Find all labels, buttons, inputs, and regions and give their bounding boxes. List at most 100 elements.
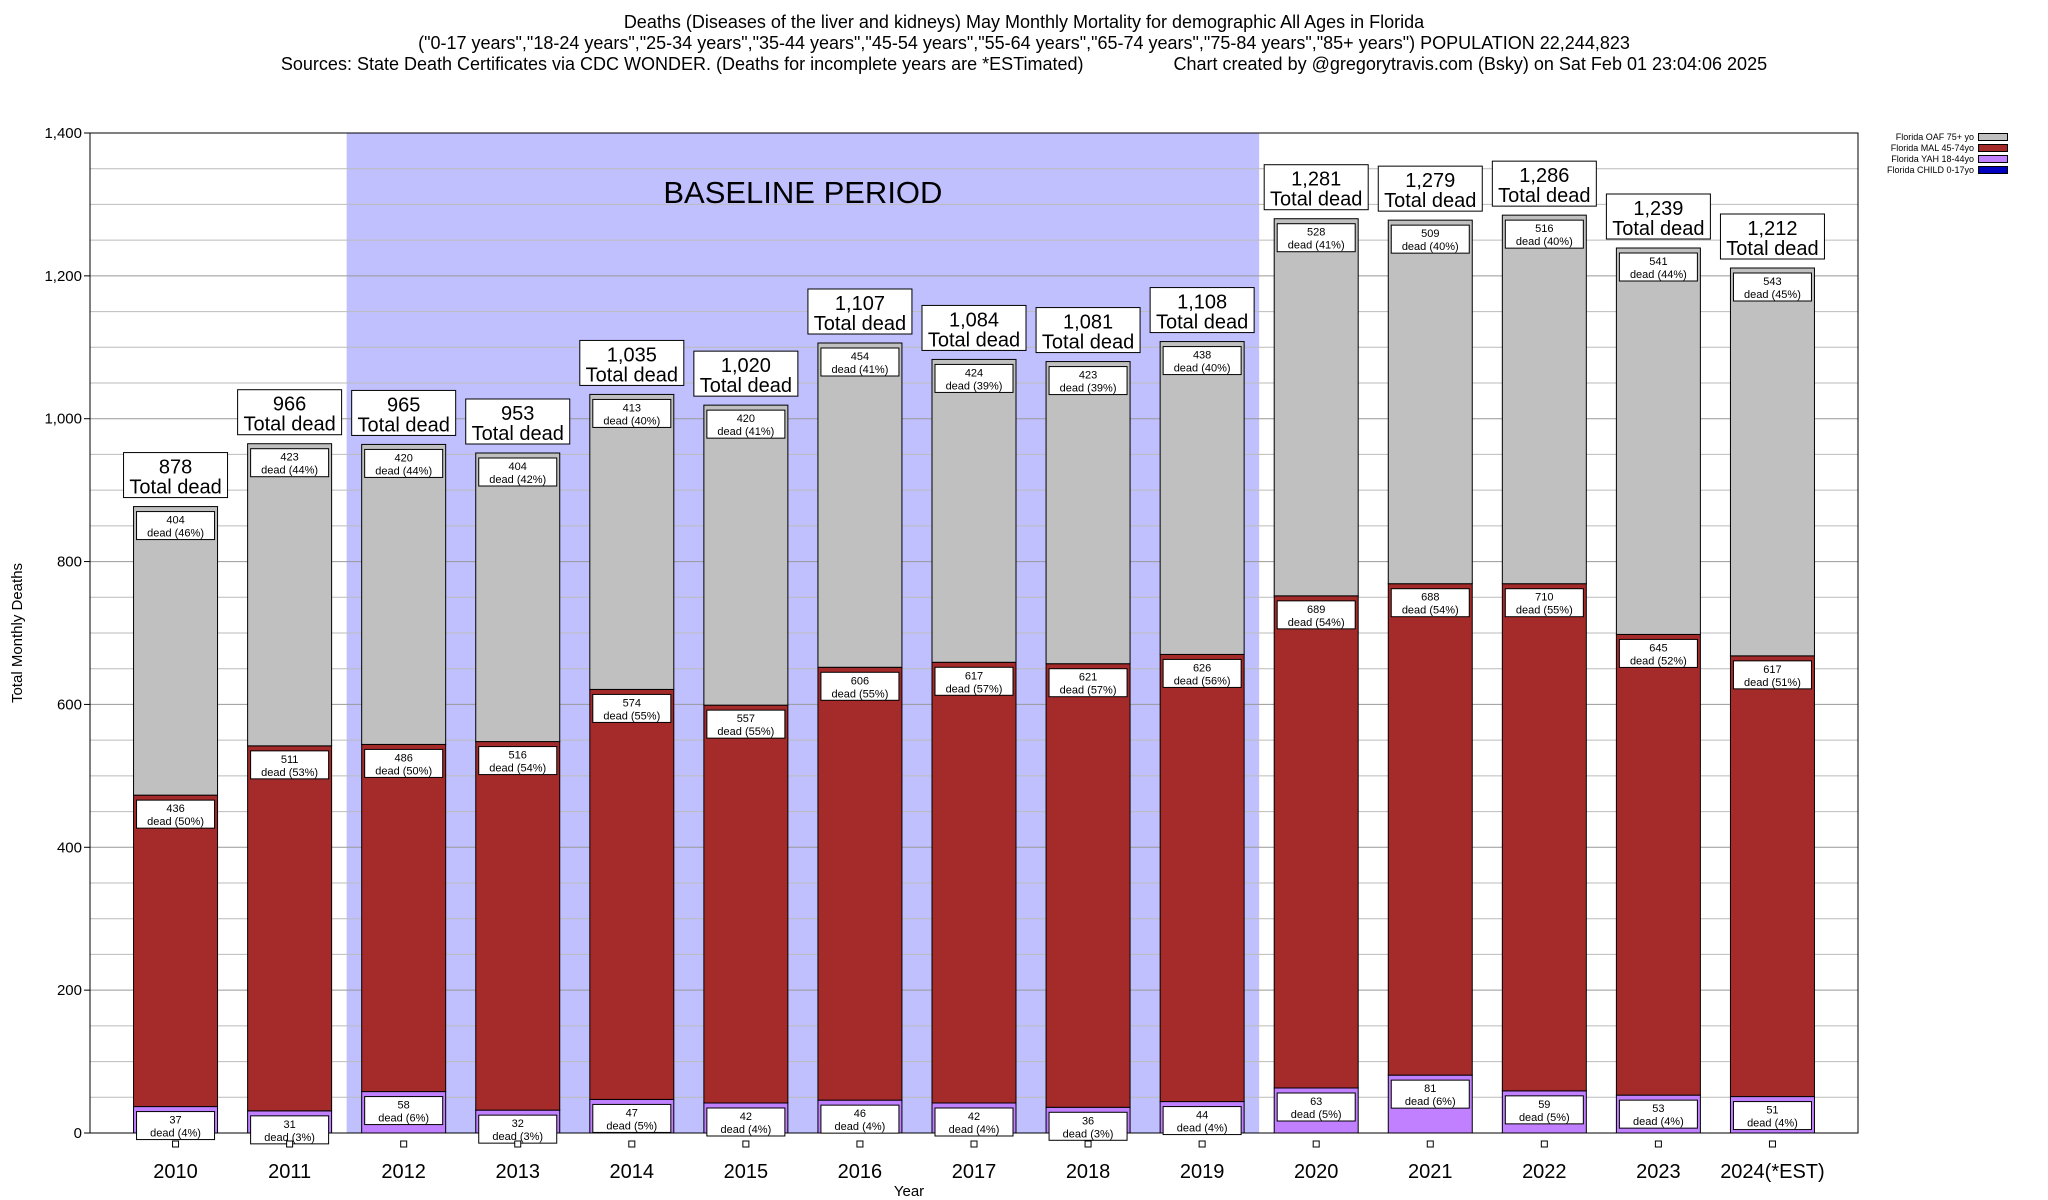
total-label-box <box>1377 165 1483 212</box>
segment-label-pct: dead (4%) <box>150 1128 201 1140</box>
segment-label-value: 516 <box>1535 223 1553 235</box>
legend-swatch <box>1978 154 2008 163</box>
bar-segment <box>1501 583 1587 1092</box>
total-label-box <box>351 389 457 436</box>
y-axis-label: Total Monthly Deaths <box>9 563 26 703</box>
segment-label-value: 42 <box>740 1111 752 1123</box>
total-label-value: 1,279 <box>1405 170 1455 192</box>
total-label-text: Total dead <box>1156 312 1248 334</box>
bar-segment <box>1501 214 1587 585</box>
segment-label-pct: dead (4%) <box>720 1124 771 1136</box>
segment-label-value: 53 <box>1652 1103 1664 1115</box>
segment-label-value: 528 <box>1307 227 1325 239</box>
total-label-box <box>1263 164 1369 211</box>
total-label-text: Total dead <box>1384 190 1476 212</box>
segment-label-value: 511 <box>281 754 299 766</box>
total-label-box <box>1035 307 1141 354</box>
segment-label-value: 46 <box>854 1108 866 1120</box>
total-label-box <box>579 339 685 386</box>
segment-label-box <box>934 666 1014 696</box>
segment-label-pct: dead (39%) <box>1060 383 1117 395</box>
zero-marker <box>400 1140 408 1148</box>
x-tick-label: 2011 <box>268 1161 311 1183</box>
segment-label-box <box>706 1107 786 1137</box>
y-tick-label: 1,200 <box>44 268 82 285</box>
bar-segment <box>361 443 447 745</box>
bar-segment <box>1159 653 1245 1103</box>
segment-label-pct: dead (50%) <box>375 765 432 777</box>
segment-label-value: 44 <box>1196 1110 1208 1122</box>
y-tick-label: 1,400 <box>44 125 82 142</box>
zero-marker <box>1312 1140 1320 1148</box>
segment-label-value: 438 <box>1193 350 1211 362</box>
segment-label-pct: dead (41%) <box>831 364 888 376</box>
total-label-box <box>465 398 571 445</box>
total-label-text: Total dead <box>129 477 221 499</box>
segment-label-box <box>250 750 330 780</box>
segment-label-box <box>364 1096 444 1126</box>
segment-label-box <box>136 1111 216 1141</box>
bar-segment <box>1387 219 1473 585</box>
bar-segment <box>931 358 1017 663</box>
segment-label-value: 688 <box>1421 592 1439 604</box>
segment-label-value: 420 <box>737 413 755 425</box>
x-tick-label: 2015 <box>724 1161 769 1183</box>
chart-title: Deaths (Diseases of the liver and kidney… <box>623 12 1425 32</box>
segment-label-box <box>1162 1106 1242 1136</box>
segment-label-pct: dead (54%) <box>1402 605 1459 617</box>
segment-label-box <box>364 448 444 478</box>
total-label-text: Total dead <box>814 313 906 335</box>
bar-segment <box>589 688 675 1100</box>
total-label-text: Total dead <box>586 364 678 386</box>
segment-label-box <box>1390 1079 1470 1109</box>
zero-marker <box>514 1140 522 1148</box>
bar-segment <box>817 666 903 1101</box>
segment-label-box <box>1504 1095 1584 1125</box>
segment-label-box <box>1048 1111 1128 1141</box>
segment-label-pct: dead (55%) <box>1516 605 1573 617</box>
bar-segment <box>1729 267 1815 657</box>
segment-label-box <box>1504 219 1584 249</box>
segment-label-pct: dead (57%) <box>946 683 1003 695</box>
segment-label-value: 486 <box>394 752 412 764</box>
segment-label-value: 404 <box>166 515 184 527</box>
legend-item: Florida CHILD 0-17yo <box>1887 164 2008 175</box>
segment-label-value: 31 <box>283 1119 295 1131</box>
total-label-value: 1,286 <box>1519 165 1569 187</box>
bar-segment <box>817 342 903 668</box>
total-label-text: Total dead <box>1270 189 1362 211</box>
x-tick-label: 2019 <box>1180 1161 1225 1183</box>
x-tick-label: 2013 <box>495 1161 540 1183</box>
total-label-text: Total dead <box>1612 218 1704 240</box>
segment-label-value: 404 <box>509 461 527 473</box>
zero-marker <box>628 1140 636 1148</box>
segment-label-box <box>820 1104 900 1134</box>
segment-label-box <box>1732 660 1812 690</box>
legend-item: Florida MAL 45-74yo <box>1887 142 2008 153</box>
segment-label-box <box>592 1103 672 1133</box>
segment-label-box <box>1732 1101 1812 1131</box>
total-label-value: 1,020 <box>721 355 771 377</box>
segment-label-pct: dead (39%) <box>946 380 1003 392</box>
segment-label-box <box>1162 658 1242 688</box>
segment-label-value: 424 <box>965 367 983 379</box>
segment-label-pct: dead (4%) <box>949 1124 1000 1136</box>
segment-label-pct: dead (4%) <box>1177 1123 1228 1135</box>
segment-label-pct: dead (5%) <box>1519 1112 1570 1124</box>
segment-label-pct: dead (46%) <box>147 528 204 540</box>
zero-marker <box>286 1140 294 1148</box>
x-tick-label: 2017 <box>952 1161 997 1183</box>
segment-label-value: 51 <box>1766 1105 1778 1117</box>
segment-label-box <box>136 799 216 829</box>
x-tick-label: 2016 <box>838 1161 883 1183</box>
total-label-value: 1,084 <box>949 309 999 331</box>
segment-label-pct: dead (41%) <box>1288 240 1345 252</box>
x-tick-label: 2018 <box>1066 1161 1111 1183</box>
segment-label-value: 689 <box>1307 604 1325 616</box>
x-tick-label: 2012 <box>381 1161 426 1183</box>
segment-label-pct: dead (57%) <box>1060 685 1117 697</box>
zero-marker <box>1198 1140 1206 1148</box>
bar-segment <box>1273 218 1359 597</box>
x-tick-label: 2021 <box>1408 1161 1453 1183</box>
segment-label-value: 37 <box>169 1115 181 1127</box>
